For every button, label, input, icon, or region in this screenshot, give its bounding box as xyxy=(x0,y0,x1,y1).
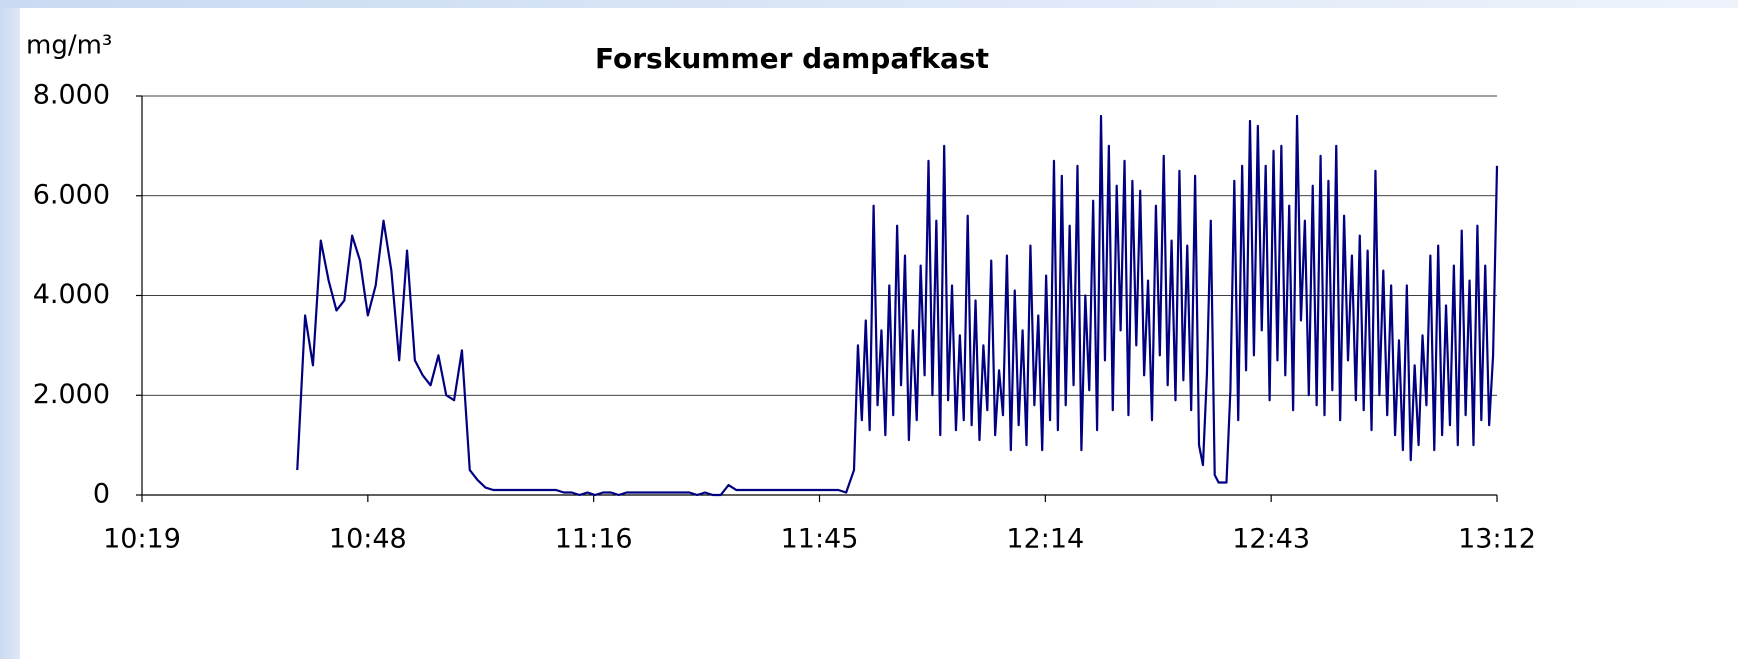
x-tick-label: 10:48 xyxy=(329,524,407,555)
chart: Forskummer dampafkast mg/m³ 0 2.000 4.000 6… xyxy=(20,8,1738,659)
top-band xyxy=(0,0,1738,8)
y-tick-label: 0 xyxy=(93,479,110,510)
y-tick-label: 2.000 xyxy=(33,379,110,410)
x-tick-label: 11:16 xyxy=(555,524,633,555)
x-tick-label: 13:12 xyxy=(1458,524,1536,555)
chart-title: Forskummer dampafkast xyxy=(595,42,989,75)
x-tick-label: 11:45 xyxy=(781,524,859,555)
x-tick-label: 12:14 xyxy=(1006,524,1084,555)
x-tick-label: 10:19 xyxy=(103,524,181,555)
x-tick-label: 12:43 xyxy=(1232,524,1310,555)
y-axis-label: mg/m³ xyxy=(26,31,112,61)
y-tick-label: 8.000 xyxy=(33,80,110,111)
y-tick-label: 4.000 xyxy=(33,279,110,310)
data-line xyxy=(296,114,1499,497)
y-tick-label: 6.000 xyxy=(33,179,110,210)
